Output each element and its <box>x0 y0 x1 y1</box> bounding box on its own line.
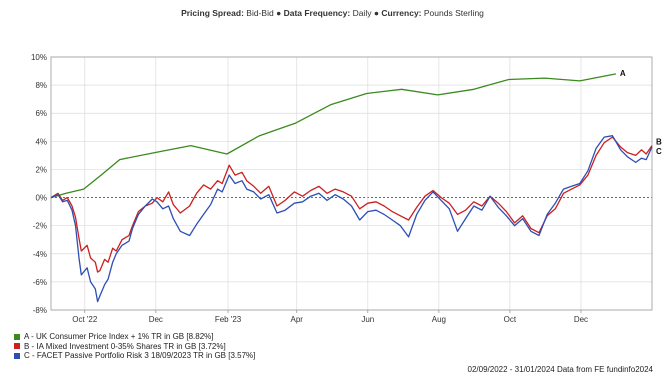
chart-header: Pricing Spread: Bid-Bid ● Data Frequency… <box>0 8 665 18</box>
y-tick-label: 6% <box>35 109 47 118</box>
series-line-c <box>50 135 653 303</box>
pricing-spread-label: Pricing Spread: <box>181 8 244 18</box>
legend-swatch <box>14 333 20 340</box>
x-tick-label: Feb '23 <box>215 315 242 324</box>
plot-frame <box>50 56 653 311</box>
x-tick-label: Dec <box>574 315 588 324</box>
x-tick-label: Aug <box>432 315 446 324</box>
legend-label: C - FACET Passive Portfolio Risk 3 18/09… <box>24 351 256 361</box>
legend-label: B - IA Mixed Investment 0-35% Shares TR … <box>24 341 226 351</box>
data-frequency-value: Daily <box>352 8 372 18</box>
chart-legend: A - UK Consumer Price Index + 1% TR in G… <box>14 332 255 361</box>
grid-layer <box>51 56 652 311</box>
x-tick-label: Oct '22 <box>72 315 98 324</box>
y-tick-label: 0% <box>35 194 47 203</box>
y-tick-label: -6% <box>33 278 47 287</box>
x-tick-label: Oct <box>504 315 517 324</box>
bullet-separator: ● <box>276 8 282 18</box>
legend-item: B - IA Mixed Investment 0-35% Shares TR … <box>14 342 255 352</box>
y-tick-label: -2% <box>33 222 47 231</box>
series-end-label: C <box>656 147 662 156</box>
legend-item: C - FACET Passive Portfolio Risk 3 18/09… <box>14 351 255 361</box>
data-source-footer: 02/09/2022 - 31/01/2024 Data from FE fun… <box>467 365 653 374</box>
y-tick-label: -4% <box>33 250 47 259</box>
legend-swatch <box>14 343 20 350</box>
bullet-separator: ● <box>373 8 379 18</box>
y-tick-label: -8% <box>33 306 47 315</box>
series-end-label: A <box>620 69 626 78</box>
series-line-a <box>50 73 617 199</box>
series-line-b <box>50 136 653 273</box>
axis-layer: 10% 8% 6% 4% 2% 0% -2% -4% -6% -8% Oct '22 Dec Feb '… <box>31 53 653 324</box>
legend-label: A - UK Consumer Price Index + 1% TR in G… <box>24 332 214 341</box>
currency-value: Pounds Sterling <box>423 8 484 18</box>
x-tick-label: Apr <box>291 315 304 324</box>
y-tick-label: 10% <box>31 53 47 62</box>
legend-swatch <box>14 352 20 359</box>
currency-label: Currency: <box>381 8 422 18</box>
y-tick-label: 8% <box>35 81 47 90</box>
legend-item: A - UK Consumer Price Index + 1% TR in G… <box>14 332 255 342</box>
data-frequency-label: Data Frequency: <box>283 8 351 18</box>
end-label-layer: A BC <box>620 69 662 156</box>
y-tick-label: 2% <box>35 165 47 174</box>
pricing-spread-value: Bid-Bid <box>246 8 274 18</box>
x-tick-label: Jun <box>361 315 374 324</box>
y-tick-label: 4% <box>35 137 47 146</box>
x-tick-label: Dec <box>149 315 163 324</box>
series-layer <box>50 73 653 303</box>
series-end-label: B <box>656 138 662 147</box>
